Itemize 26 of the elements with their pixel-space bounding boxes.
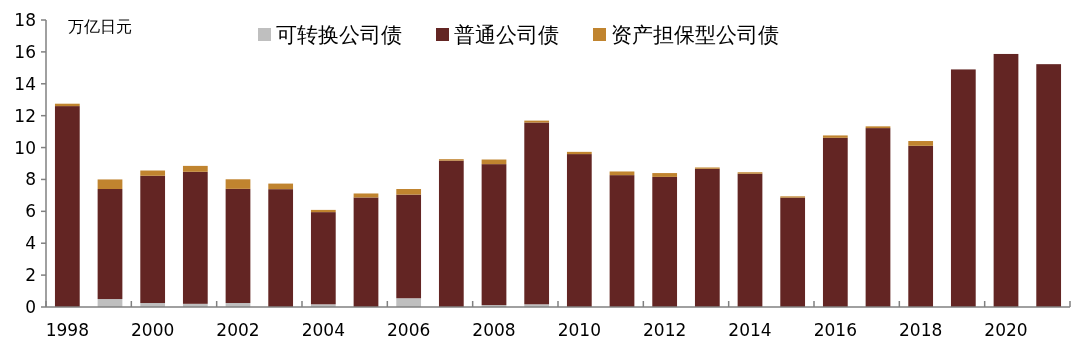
- x-tick-label: 2012: [643, 320, 687, 340]
- y-tick-label: 16: [14, 41, 36, 62]
- x-tick-label: 2004: [301, 320, 345, 340]
- y-tick-label: 14: [14, 73, 36, 94]
- x-tick-label: 2008: [472, 320, 516, 340]
- y-tick-label: 6: [25, 201, 36, 222]
- y-tick-label: 18: [14, 10, 36, 30]
- legend-label: 可转换公司债: [276, 23, 402, 47]
- legend-label: 普通公司债: [454, 23, 559, 47]
- x-tick-label: 2000: [131, 320, 175, 340]
- x-tick-label: 2002: [216, 320, 260, 340]
- x-tick-label: 2018: [899, 320, 943, 340]
- y-axis-title: 万亿日元: [68, 17, 132, 36]
- y-tick-label: 2: [25, 265, 36, 286]
- x-tick-label: 2006: [387, 320, 431, 340]
- x-tick-label: 2010: [557, 320, 601, 340]
- y-tick-label: 0: [25, 297, 36, 317]
- x-tick-label: 2016: [813, 320, 857, 340]
- legend-label: 资产担保型公司债: [611, 23, 779, 47]
- y-tick-label: 10: [14, 137, 36, 158]
- y-tick-label: 8: [25, 169, 36, 190]
- x-tick-label: 2014: [728, 320, 772, 340]
- x-tick-label: 2020: [984, 320, 1028, 340]
- y-tick-label: 4: [25, 233, 36, 254]
- y-tick-label: 12: [14, 105, 36, 126]
- x-tick-label: 1998: [45, 320, 89, 340]
